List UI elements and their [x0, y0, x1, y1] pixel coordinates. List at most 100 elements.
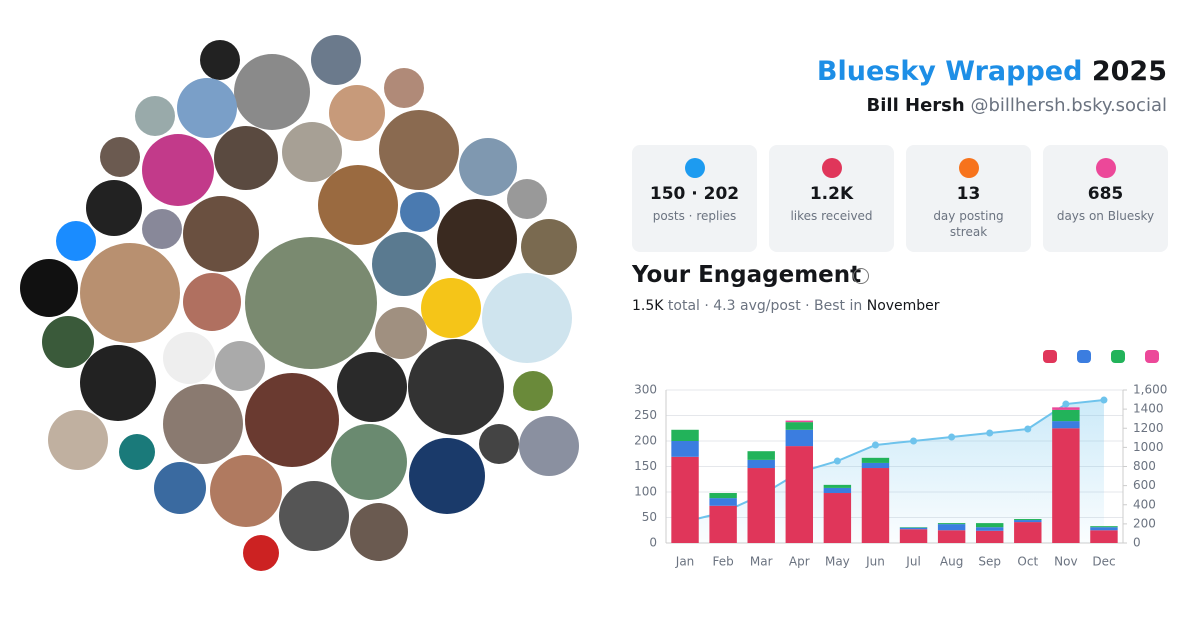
bar-segment — [1052, 428, 1080, 543]
year: 2025 — [1091, 56, 1167, 87]
bar-segment — [785, 446, 814, 543]
avatar — [214, 126, 278, 190]
x-tick-label: Mar — [750, 555, 773, 569]
line-point — [910, 437, 918, 445]
avatar — [384, 68, 424, 108]
avatar — [80, 345, 156, 421]
stat-icon — [1095, 158, 1116, 178]
avatar — [337, 352, 407, 422]
bar-segment — [1090, 526, 1118, 528]
avatar — [311, 35, 361, 85]
stat-label: posts · replies — [652, 209, 737, 223]
stat-label: day posting streak — [933, 209, 1004, 239]
bar-segment — [937, 524, 966, 531]
avatar — [48, 410, 108, 470]
stat-value: 1.2K — [809, 184, 854, 204]
bar-segment — [975, 530, 1004, 543]
x-tick-label: Aug — [940, 555, 963, 569]
bar-segment — [1014, 522, 1042, 543]
line-point — [986, 429, 994, 437]
user-name: Bill Hersh — [866, 95, 965, 116]
x-tick-label: Sep — [978, 555, 1001, 569]
avatar — [350, 503, 408, 561]
avatar — [279, 481, 349, 551]
avatar — [163, 332, 215, 384]
title: Bluesky Wrapped 2025 — [817, 56, 1167, 87]
y-tick-label: 250 — [634, 408, 657, 422]
bar-segment — [899, 527, 928, 528]
bar-segment — [747, 451, 775, 460]
info-icon[interactable] — [853, 268, 869, 284]
bar-segment — [1052, 421, 1080, 429]
bar-segment — [671, 429, 699, 441]
x-tick-label: Jan — [675, 555, 695, 569]
y-tick-label: 50 — [642, 510, 657, 524]
bar-segment — [1052, 407, 1080, 410]
avatar — [142, 209, 182, 249]
avatar — [437, 199, 517, 279]
avatar — [408, 339, 504, 435]
avatar — [421, 278, 481, 338]
avatar — [318, 165, 398, 245]
line-point — [1024, 425, 1032, 433]
y2-tick-label: 600 — [1133, 478, 1156, 492]
avatar — [210, 455, 282, 527]
bar-segment — [1014, 520, 1042, 523]
avatar — [154, 462, 206, 514]
avatar — [245, 237, 377, 369]
bar-segment — [937, 523, 966, 525]
stat-label: days on Bluesky — [1056, 209, 1155, 223]
legend-icon — [1145, 350, 1159, 363]
stat-card: 1.2K likes received — [769, 145, 894, 252]
avatar — [375, 307, 427, 359]
best-month: November — [866, 298, 940, 314]
section-title: Your Engagement — [632, 262, 862, 288]
avatar — [234, 54, 310, 130]
bar-segment — [823, 487, 852, 494]
avatar — [331, 424, 407, 500]
bar-segment — [709, 505, 737, 543]
avatar — [329, 85, 385, 141]
avatar — [163, 384, 243, 464]
y-tick-label: 300 — [634, 383, 657, 397]
stat-icon — [821, 158, 842, 178]
bar-segment — [975, 523, 1004, 528]
title-text: Bluesky Wrapped — [816, 56, 1083, 87]
y-tick-label: 100 — [634, 485, 657, 499]
line-point — [871, 441, 879, 449]
stat-value: 150 · 202 — [649, 184, 740, 204]
avatar — [177, 78, 237, 138]
bar-segment — [1090, 527, 1118, 531]
x-tick-label: Feb — [713, 555, 734, 569]
avatar — [20, 259, 78, 317]
y-tick-label: 150 — [634, 459, 657, 473]
legend-icon — [1111, 350, 1125, 363]
stat-card: 685 days on Bluesky — [1043, 145, 1168, 252]
bar-segment — [1090, 530, 1118, 543]
bar-segment — [937, 530, 966, 543]
bar-segment — [861, 468, 890, 543]
x-tick-label: Jul — [905, 555, 920, 569]
x-tick-label: Oct — [1017, 555, 1038, 569]
avatar — [183, 273, 241, 331]
y2-tick-label: 1400 — [1133, 402, 1164, 416]
avatar — [479, 424, 519, 464]
bar-segment — [747, 468, 775, 543]
y2-tick-label: 200 — [1133, 516, 1156, 530]
avatar — [86, 180, 142, 236]
avatar — [183, 196, 259, 272]
avatar — [135, 96, 175, 136]
bar-segment — [861, 462, 890, 469]
summary-text: total · 4.3 avg/post · Best in — [667, 298, 863, 314]
user: Bill Hersh @billhersh.bsky.social — [867, 95, 1167, 116]
bar-segment — [899, 527, 928, 530]
bar-segment — [785, 429, 814, 447]
avatar — [409, 438, 485, 514]
avatar — [507, 179, 547, 219]
avatar — [119, 434, 155, 470]
bar-segment — [1052, 409, 1080, 422]
bar-segment — [823, 493, 852, 543]
avatar — [100, 137, 140, 177]
y2-tick-label: 800 — [1133, 459, 1156, 473]
